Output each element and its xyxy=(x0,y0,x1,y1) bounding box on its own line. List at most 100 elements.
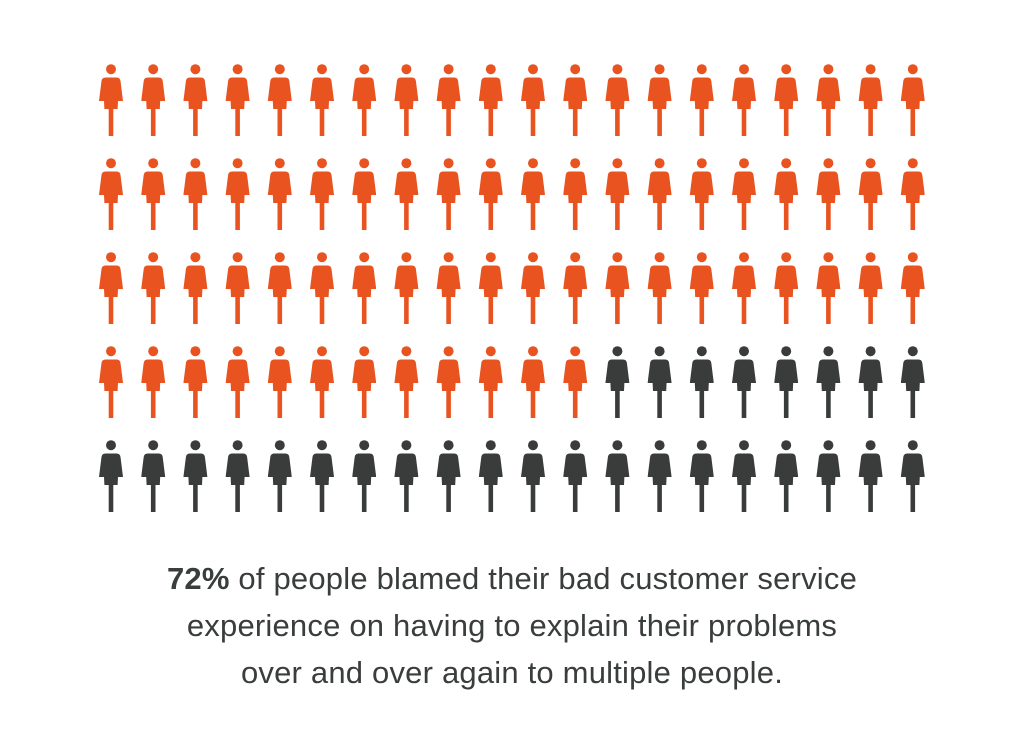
person-icon-highlighted xyxy=(689,158,714,230)
person-icon-highlighted xyxy=(183,252,208,324)
person-icon-highlighted xyxy=(183,158,208,230)
person-icon-highlighted xyxy=(563,252,588,324)
person-icon xyxy=(816,346,841,418)
person-icon xyxy=(99,440,123,512)
person-icon xyxy=(900,440,925,512)
person-icon-highlighted xyxy=(647,158,672,230)
person-icon-highlighted xyxy=(521,346,545,418)
person-icon-highlighted xyxy=(310,346,334,418)
person-icon-highlighted xyxy=(605,252,630,324)
person-icon-highlighted xyxy=(183,64,208,136)
person-icon-highlighted xyxy=(900,158,925,230)
caption: 72% of people blamed their bad customer … xyxy=(0,555,1024,696)
person-icon-highlighted xyxy=(267,158,292,230)
person-icon-highlighted xyxy=(141,346,166,418)
person-icon-highlighted xyxy=(225,64,250,136)
person-icon-highlighted xyxy=(99,252,123,324)
caption-line-1: 72% of people blamed their bad customer … xyxy=(0,555,1024,602)
person-icon-highlighted xyxy=(478,252,503,324)
caption-line-3: over and over again to multiple people. xyxy=(240,655,784,690)
person-icon-highlighted xyxy=(563,64,588,136)
person-icon-highlighted xyxy=(99,64,123,136)
person-icon-highlighted xyxy=(394,346,419,418)
person-icon-highlighted xyxy=(225,252,250,324)
person-icon-highlighted xyxy=(816,158,841,230)
person-icon-highlighted xyxy=(689,252,714,324)
person-icon-highlighted xyxy=(774,64,799,136)
person-icon-highlighted xyxy=(436,64,461,136)
person-icon-highlighted xyxy=(352,64,377,136)
person-icon-highlighted xyxy=(732,252,756,324)
person-icon xyxy=(183,440,208,512)
person-icon-highlighted xyxy=(563,158,588,230)
person-icon-highlighted xyxy=(563,346,588,418)
person-icon-highlighted xyxy=(394,64,419,136)
person-icon-highlighted xyxy=(394,158,419,230)
person-icon-highlighted xyxy=(310,252,334,324)
person-icon-highlighted xyxy=(605,158,630,230)
person-icon xyxy=(689,346,714,418)
person-icon xyxy=(858,440,883,512)
person-icon-highlighted xyxy=(99,158,123,230)
person-icon-highlighted xyxy=(521,252,545,324)
person-icon xyxy=(816,440,841,512)
person-icon-highlighted xyxy=(647,252,672,324)
person-icon xyxy=(858,346,883,418)
person-icon-highlighted xyxy=(141,158,166,230)
person-icon-highlighted xyxy=(267,64,292,136)
person-icon xyxy=(225,440,250,512)
person-icon xyxy=(267,440,292,512)
person-icon-highlighted xyxy=(858,158,883,230)
person-icon-highlighted xyxy=(310,158,334,230)
person-icon xyxy=(478,440,503,512)
person-icon xyxy=(141,440,166,512)
person-icon-highlighted xyxy=(99,346,123,418)
person-icon xyxy=(774,440,799,512)
pictogram-chart xyxy=(99,64,925,512)
person-icon-highlighted xyxy=(141,252,166,324)
person-icon-highlighted xyxy=(436,346,461,418)
caption-percent: 72% xyxy=(166,561,230,596)
person-icon xyxy=(394,440,419,512)
person-icon-highlighted xyxy=(310,64,334,136)
person-icon-highlighted xyxy=(141,64,166,136)
person-icon-highlighted xyxy=(394,252,419,324)
person-icon xyxy=(436,440,461,512)
person-icon-highlighted xyxy=(732,64,756,136)
person-icon xyxy=(900,346,925,418)
person-icon-highlighted xyxy=(352,252,377,324)
person-icon-highlighted xyxy=(521,158,545,230)
person-icon-highlighted xyxy=(647,64,672,136)
person-icon-highlighted xyxy=(436,158,461,230)
person-icon xyxy=(732,440,756,512)
caption-line-1-text: of people blamed their bad customer serv… xyxy=(229,561,858,596)
person-icon xyxy=(774,346,799,418)
person-icon-highlighted xyxy=(605,64,630,136)
person-icon-highlighted xyxy=(267,346,292,418)
person-icon-highlighted xyxy=(816,64,841,136)
person-icon-highlighted xyxy=(352,158,377,230)
person-icon-highlighted xyxy=(225,346,250,418)
person-icon-highlighted xyxy=(900,252,925,324)
person-icon-highlighted xyxy=(858,252,883,324)
person-icon-highlighted xyxy=(900,64,925,136)
person-icon-highlighted xyxy=(225,158,250,230)
person-icon-highlighted xyxy=(478,158,503,230)
caption-line-2: experience on having to explain their pr… xyxy=(186,608,838,643)
person-icon xyxy=(310,440,334,512)
person-icon xyxy=(563,440,588,512)
person-icon xyxy=(605,346,630,418)
person-icon xyxy=(689,440,714,512)
person-icon-highlighted xyxy=(689,64,714,136)
person-icon xyxy=(605,440,630,512)
person-icon-highlighted xyxy=(816,252,841,324)
person-icon-highlighted xyxy=(478,346,503,418)
person-icon xyxy=(352,440,377,512)
person-icon-highlighted xyxy=(436,252,461,324)
person-icon-highlighted xyxy=(858,64,883,136)
person-icon-highlighted xyxy=(267,252,292,324)
person-icon-highlighted xyxy=(352,346,377,418)
person-icon xyxy=(732,346,756,418)
person-icon-highlighted xyxy=(521,64,545,136)
person-icon-highlighted xyxy=(183,346,208,418)
